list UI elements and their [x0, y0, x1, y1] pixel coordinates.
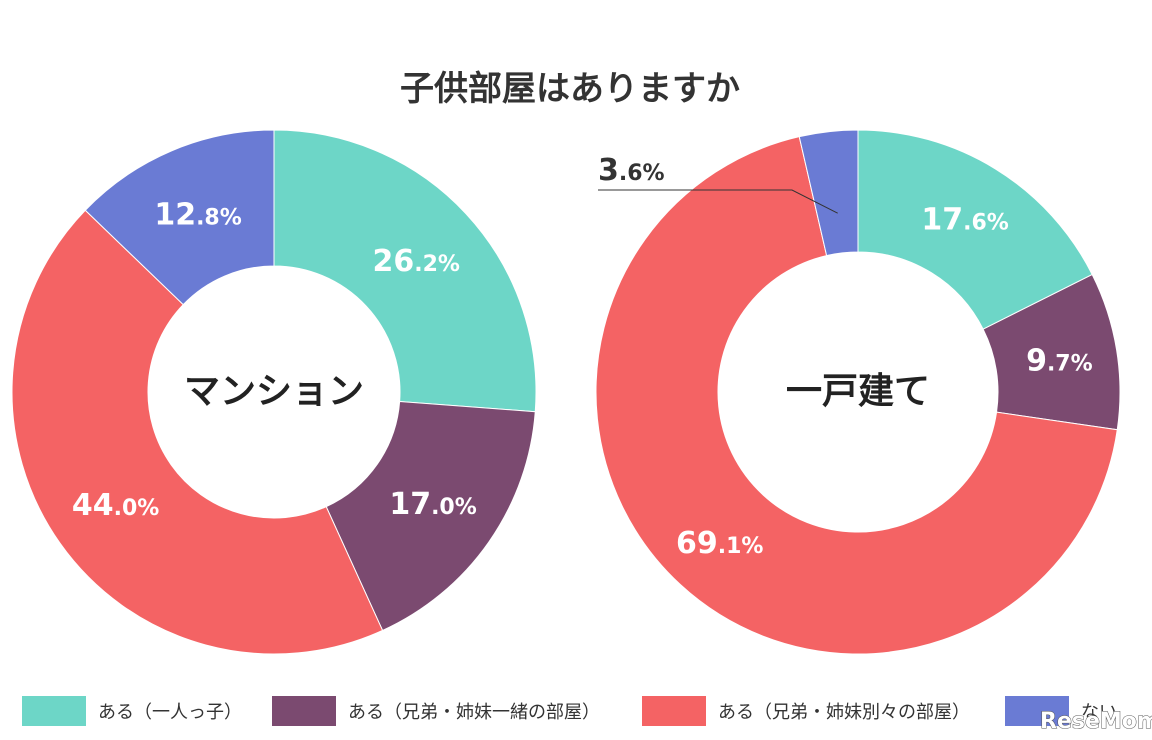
slice-label-int: 17 — [389, 487, 431, 522]
slice-label-mansion-2: 44.0% — [72, 488, 159, 523]
slice-house-0 — [857, 129, 1093, 330]
slice-mansion-3 — [84, 129, 275, 306]
legend-swatch-3 — [1005, 696, 1069, 726]
legend-label-2: ある（兄弟・姉妹別々の部屋） — [718, 702, 970, 723]
watermark-logo: ReseMom — [1040, 709, 1152, 734]
legend-swatch-1 — [272, 696, 336, 726]
slice-label-dec: .0% — [114, 496, 160, 521]
legend-label-0: ある（一人っ子） — [98, 702, 242, 723]
slice-label-house-0: 17.6% — [921, 202, 1008, 237]
legend-swatch-2 — [642, 696, 706, 726]
slice-mansion-0 — [273, 129, 537, 413]
slice-label-int: 17 — [921, 202, 963, 237]
slice-label-dec: .2% — [414, 252, 460, 277]
slice-label-dec: .7% — [1047, 351, 1093, 376]
donut-center-label-house: 一戸建て — [786, 371, 930, 412]
legend-label-3: ない — [1081, 702, 1117, 723]
leader-line-house-3 — [598, 189, 838, 214]
donut-mansion: 26.2%17.0%44.0%12.8% — [11, 129, 537, 655]
slice-label-int: 3 — [598, 153, 619, 188]
slice-label-mansion-3: 12.8% — [154, 197, 241, 232]
slice-label-house-2: 69.1% — [676, 526, 763, 561]
slice-label-dec: .6% — [619, 161, 665, 186]
slice-label-int: 26 — [373, 244, 415, 279]
chart-title: 子供部屋はありますか — [400, 69, 740, 109]
slice-label-dec: .6% — [963, 210, 1009, 235]
slice-label-dec: .1% — [718, 534, 764, 559]
slice-house-3 — [798, 129, 859, 257]
donut-house: 17.6%9.7%69.1%3.6% — [595, 129, 1121, 655]
slice-label-int: 69 — [676, 526, 718, 561]
slice-label-dec: .8% — [196, 205, 242, 230]
slice-label-mansion-0: 26.2% — [373, 244, 460, 279]
legend-swatch-0 — [22, 696, 86, 726]
legend-label-1: ある（兄弟・姉妹一緒の部屋） — [348, 702, 600, 723]
slice-mansion-2 — [11, 209, 384, 655]
slice-mansion-1 — [325, 400, 536, 632]
slice-label-house-3: 3.6% — [598, 153, 665, 188]
slice-label-dec: .0% — [431, 495, 477, 520]
slice-label-int: 44 — [72, 488, 114, 523]
slice-label-int: 9 — [1026, 343, 1047, 378]
donut-center-label-mansion: マンション — [184, 371, 364, 412]
slice-label-mansion-1: 17.0% — [389, 487, 476, 522]
slice-label-house-1: 9.7% — [1026, 343, 1093, 378]
slice-house-2 — [595, 136, 1118, 655]
slice-label-int: 12 — [154, 197, 196, 232]
legend: ある（一人っ子） ある（兄弟・姉妹一緒の部屋） ある（兄弟・姉妹別々の部屋） ない — [22, 696, 1117, 726]
